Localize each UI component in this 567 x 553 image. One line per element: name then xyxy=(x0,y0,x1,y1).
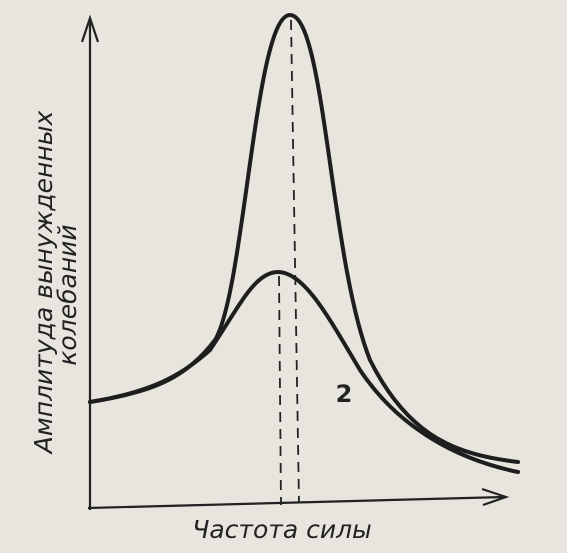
resonance-curve-2 xyxy=(88,269,520,474)
peak-line-1 xyxy=(290,19,300,504)
y-axis-label-line-1: Амплитуда вынужденных xyxy=(29,111,58,456)
x-axis-label: Частота силы xyxy=(192,515,372,544)
x-axis-arrow xyxy=(481,487,510,507)
y-axis-arrow xyxy=(80,14,100,43)
y-axis-label-line-2: колебаний xyxy=(53,224,82,365)
x-axis xyxy=(87,495,506,510)
peak-line-2 xyxy=(278,275,282,506)
curve-label: 2 xyxy=(336,380,353,408)
